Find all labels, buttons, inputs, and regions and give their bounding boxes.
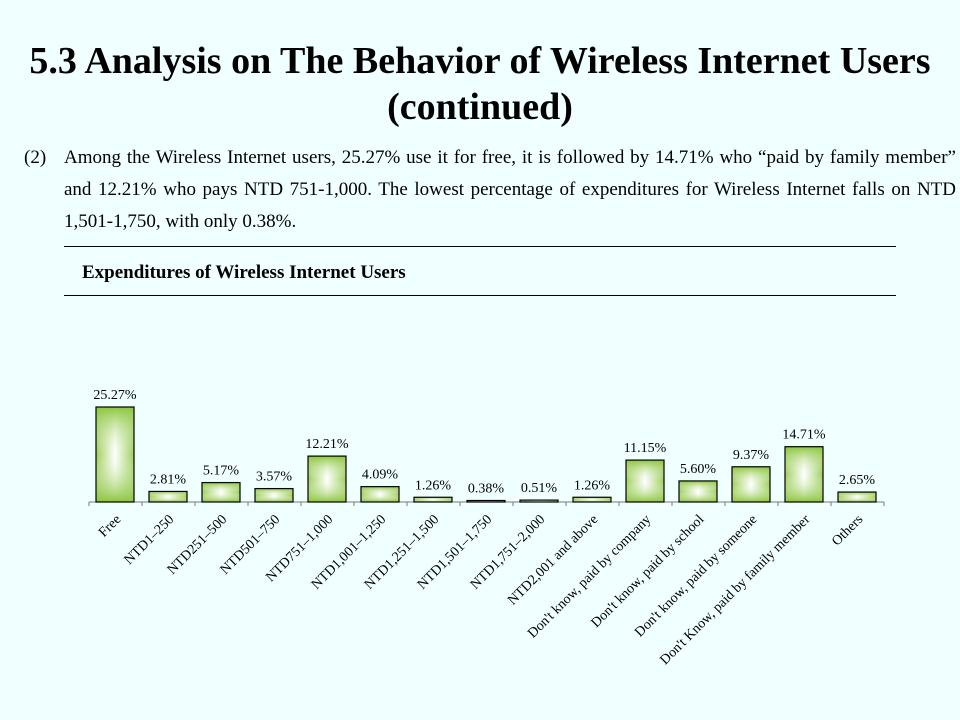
bar-outline	[413, 496, 453, 503]
bar	[572, 496, 612, 503]
chart-bars	[95, 406, 877, 503]
data-label: 4.09%	[362, 468, 399, 483]
bar	[678, 480, 718, 503]
analysis-paragraph: (2) Among the Wireless Internet users, 2…	[24, 142, 956, 238]
x-tick-label: NTD2,001 and above	[505, 512, 601, 608]
slide-title: 5.3 Analysis on The Behavior of Wireless…	[29, 40, 931, 128]
bar	[784, 446, 824, 503]
chart-data-labels: 25.27% 2.81% 5.17% 3.57% 12.21% 4.09% 1.26% 0.3…	[93, 388, 875, 497]
bar-outline	[572, 496, 612, 503]
data-label: 5.17%	[203, 464, 240, 479]
bar-outline	[837, 491, 877, 503]
data-label: 2.81%	[150, 472, 187, 487]
x-tick-label: Others	[829, 512, 866, 549]
bar	[201, 481, 241, 503]
data-label: 9.37%	[733, 448, 770, 463]
bar	[148, 490, 188, 503]
bar-outline	[678, 480, 718, 503]
bar	[413, 496, 453, 503]
bar-outline	[201, 481, 241, 503]
bar-outline	[148, 490, 188, 503]
data-label: 11.15%	[624, 441, 667, 456]
bar	[254, 487, 294, 503]
bar-outline	[466, 499, 506, 503]
bar	[307, 455, 347, 503]
bar	[466, 499, 506, 503]
bar-outline	[519, 499, 559, 503]
bar	[837, 491, 877, 503]
data-label: 25.27%	[93, 388, 137, 403]
chart-title-top-rule	[64, 246, 896, 247]
chart-title-bottom-rule	[64, 295, 896, 296]
bar	[95, 406, 135, 503]
bar	[625, 459, 665, 503]
data-label: 2.65%	[839, 473, 876, 488]
paragraph-text: Among the Wireless Internet users, 25.27…	[64, 147, 956, 232]
data-label: 1.26%	[415, 478, 452, 493]
bar-outline	[95, 406, 135, 503]
data-label: 1.26%	[574, 478, 611, 493]
x-tick-label: NTD1–250	[122, 512, 178, 568]
data-label: 0.38%	[468, 482, 505, 497]
bar-outline	[307, 455, 347, 503]
bar-outline	[360, 486, 400, 503]
bar	[731, 466, 771, 503]
bar	[519, 499, 559, 503]
bar-outline	[625, 459, 665, 503]
chart-tick-labels: FreeNTD1–250NTD251–500NTD501–750NTD751–1…	[96, 512, 866, 668]
data-label: 12.21%	[305, 437, 349, 452]
data-label: 5.60%	[680, 462, 717, 477]
bar	[360, 486, 400, 503]
bar-outline	[784, 446, 824, 503]
data-label: 14.71%	[782, 428, 826, 443]
bar-outline	[254, 487, 294, 503]
data-label: 0.51%	[521, 481, 558, 496]
paragraph-number: (2)	[24, 147, 47, 168]
x-tick-label: Free	[96, 512, 124, 540]
data-label: 3.57%	[256, 470, 293, 485]
chart-title: Expenditures of Wireless Internet Users	[82, 262, 406, 283]
bar-outline	[731, 466, 771, 503]
